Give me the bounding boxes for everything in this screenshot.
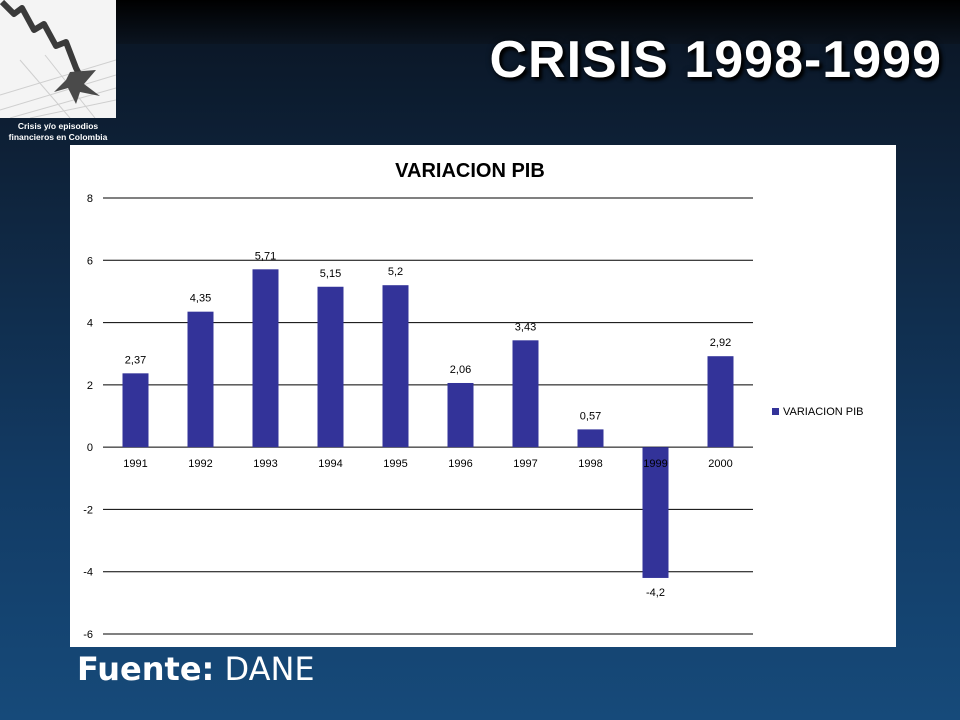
bar xyxy=(642,447,669,578)
bar xyxy=(122,373,149,448)
bar xyxy=(317,286,344,448)
slide-title: CRISIS 1998-1999 xyxy=(489,31,942,89)
data-label: 2,37 xyxy=(125,354,146,366)
chart-panel: VARIACION PIB 8 6 4 2 0 -2 -4 -6 2,37 1991 4,35 1992… xyxy=(70,145,896,647)
logo-caption: Crisis y/o episodios financieros en Colo… xyxy=(8,121,108,142)
data-label: 5,71 xyxy=(255,250,276,262)
y-tick-label: -2 xyxy=(83,504,93,516)
legend-swatch xyxy=(772,408,779,415)
chart-title: VARIACION PIB xyxy=(395,160,545,182)
data-label: -4,2 xyxy=(646,587,665,599)
x-tick-label: 1993 xyxy=(253,458,277,470)
bar xyxy=(577,429,604,448)
x-tick-label: 1991 xyxy=(123,458,147,470)
bar-chart: VARIACION PIB 8 6 4 2 0 -2 -4 -6 2,37 1991 4,35 1992… xyxy=(83,160,863,641)
bar xyxy=(707,356,734,448)
legend-label: VARIACION PIB xyxy=(783,406,863,418)
x-tick-label: 1998 xyxy=(578,458,602,470)
data-label: 2,06 xyxy=(450,364,471,376)
data-label: 4,35 xyxy=(190,293,211,305)
bar xyxy=(252,269,279,448)
top-band xyxy=(0,0,960,44)
data-label: 2,92 xyxy=(710,337,731,349)
x-tick-label: 1997 xyxy=(513,458,537,470)
data-label: 5,2 xyxy=(388,266,403,278)
x-tick-label: 1992 xyxy=(188,458,212,470)
crisis-logo xyxy=(0,0,116,118)
source-value: DANE xyxy=(224,650,315,688)
bar xyxy=(187,311,214,448)
source-line: Fuente: DANE xyxy=(77,650,315,688)
data-label: 5,15 xyxy=(320,268,341,280)
y-tick-label: -6 xyxy=(83,629,93,641)
bar xyxy=(382,285,409,448)
bar xyxy=(447,382,474,448)
data-label: 0,57 xyxy=(580,410,601,422)
y-tick-label: 8 xyxy=(87,193,93,205)
y-tick-label: 4 xyxy=(87,318,93,330)
x-tick-label: 2000 xyxy=(708,458,732,470)
y-tick-label: 2 xyxy=(87,380,93,392)
y-tick-label: -4 xyxy=(83,567,93,579)
bar xyxy=(512,340,539,448)
x-tick-label: 1994 xyxy=(318,458,342,470)
x-tick-label: 1995 xyxy=(383,458,407,470)
x-tick-label: 1996 xyxy=(448,458,472,470)
x-tick-label: 1999 xyxy=(643,458,667,470)
y-tick-label: 6 xyxy=(87,255,93,267)
source-label: Fuente: xyxy=(77,650,215,688)
data-label: 3,43 xyxy=(515,321,536,333)
y-tick-label: 0 xyxy=(87,442,93,454)
